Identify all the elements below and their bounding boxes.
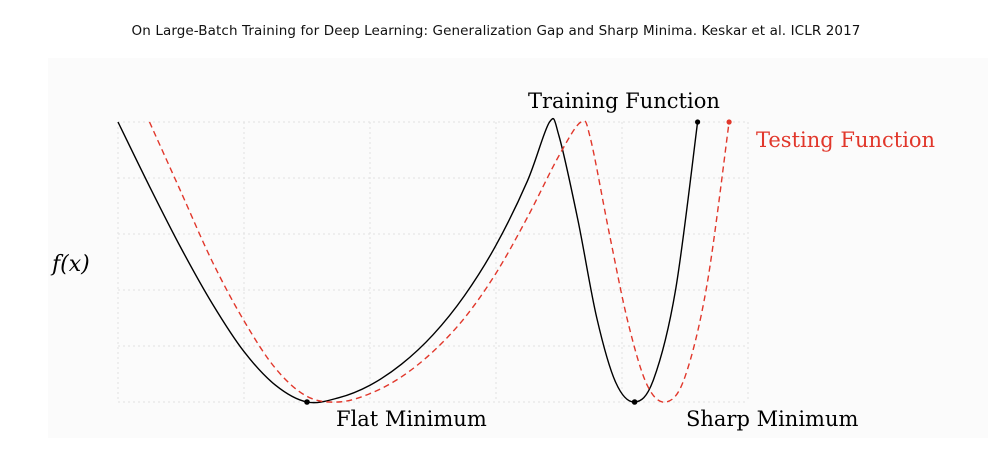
training-function-curve bbox=[117, 118, 699, 404]
point-layer bbox=[304, 119, 732, 405]
training-end-point bbox=[695, 119, 701, 125]
series-layer bbox=[117, 118, 730, 404]
source-title: On Large-Batch Training for Deep Learnin… bbox=[131, 23, 861, 39]
flat-minimum-label: Flat Minimum bbox=[336, 407, 487, 431]
sharp-minimum-label: Sharp Minimum bbox=[686, 407, 858, 431]
grid-lines bbox=[117, 121, 749, 403]
y-axis-label: f(x) bbox=[50, 252, 90, 277]
sharp-minimum-point bbox=[631, 399, 638, 405]
flat-minimum-point bbox=[304, 399, 310, 405]
chart: f(x) Training Function Testing Function … bbox=[50, 89, 935, 431]
testing-function-label: Testing Function bbox=[756, 128, 935, 152]
plot-area: f(x) Training Function Testing Function … bbox=[48, 58, 988, 438]
training-function-label: Training Function bbox=[528, 89, 720, 113]
testing-end-point bbox=[726, 119, 732, 125]
testing-function-curve bbox=[148, 120, 730, 403]
